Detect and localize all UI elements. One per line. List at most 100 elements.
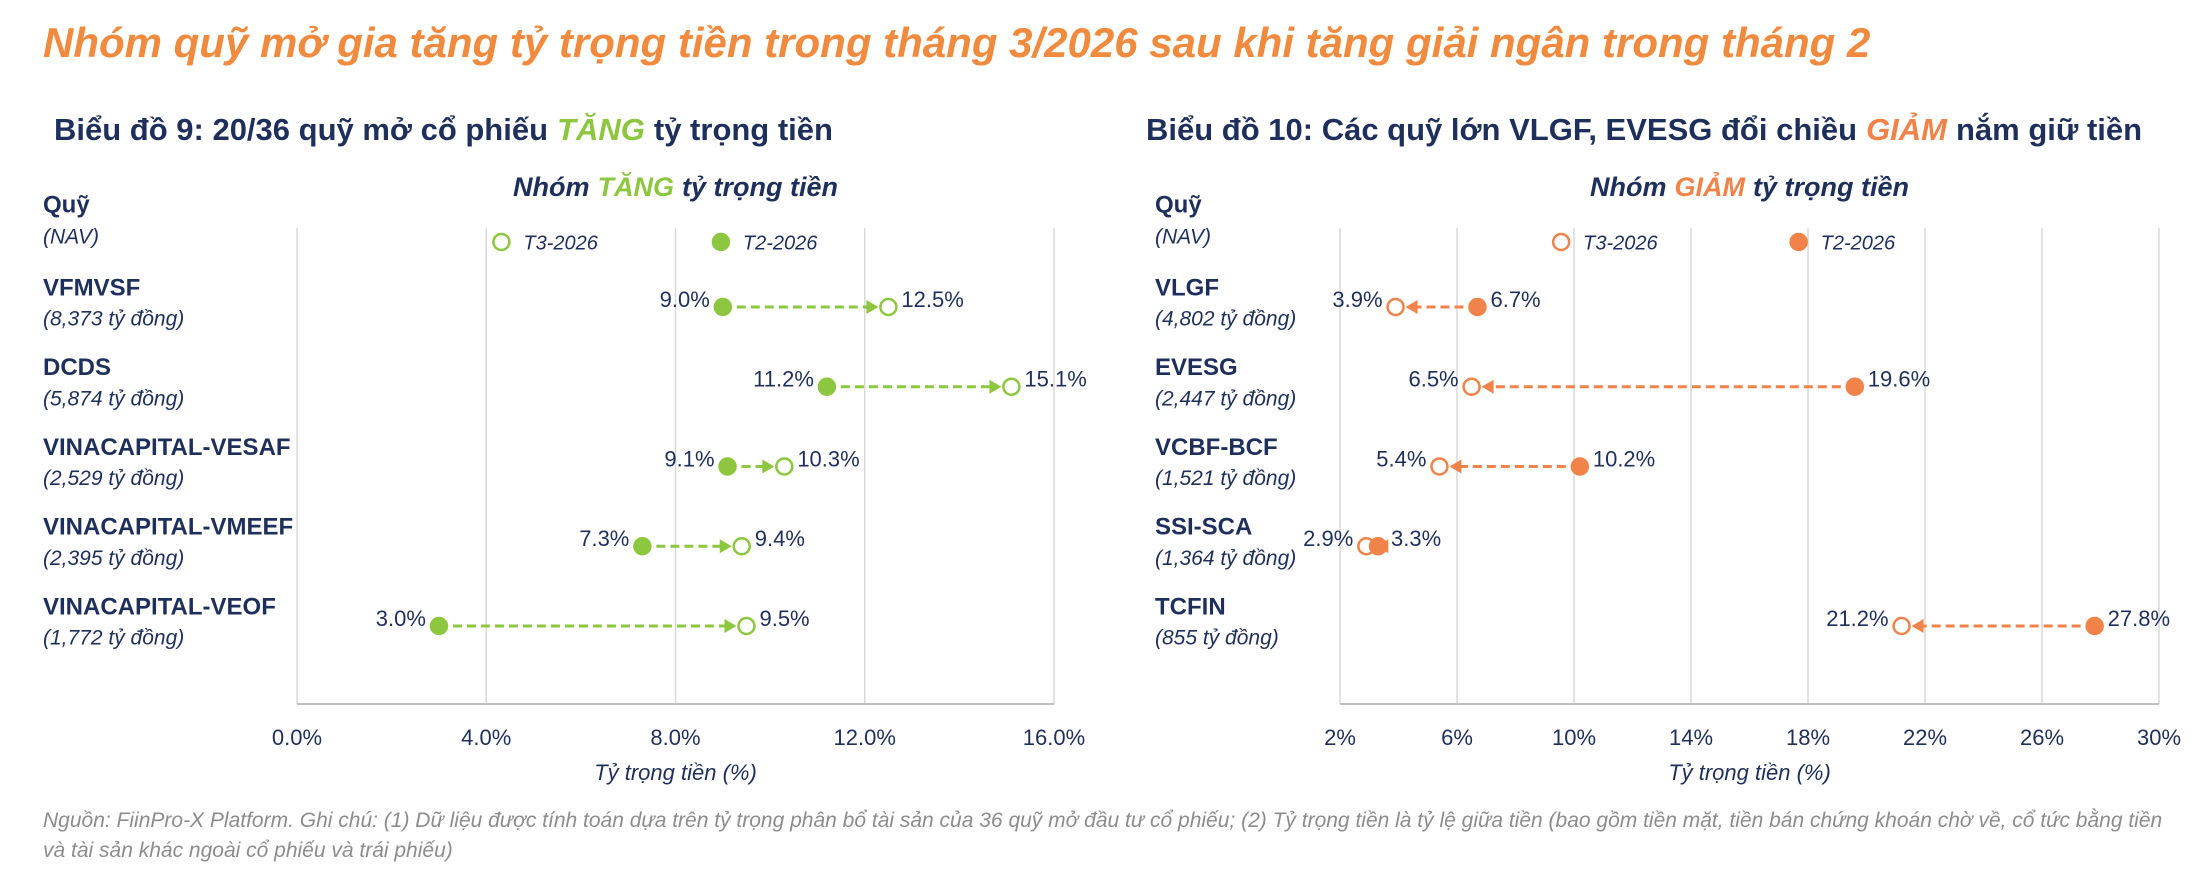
arrow-head — [719, 539, 732, 554]
category-label: VCBF-BCF — [1155, 434, 1278, 461]
dot — [1845, 377, 1865, 396]
category-label: SSI-SCA — [1155, 514, 1252, 541]
category-note: (2,447 tỷ đồng) — [1155, 387, 1296, 410]
value-label: 19.6% — [1868, 367, 1930, 392]
chart-subtitle: Nhóm TĂNG tỷ trọng tiền — [513, 171, 838, 202]
value-label: 21.2% — [1826, 606, 1888, 631]
x-tick-label: 8.0% — [650, 725, 700, 750]
arrow-head — [1481, 379, 1494, 394]
subtitle-part: tỷ trọng tiền — [682, 172, 838, 202]
value-label: 15.1% — [1024, 367, 1086, 392]
x-tick-label: 18% — [1786, 725, 1830, 750]
x-axis-label: Tỷ trọng tiền (%) — [594, 760, 757, 785]
x-tick-label: 12.0% — [834, 725, 896, 750]
value-label: 6.7% — [1490, 287, 1540, 312]
value-label: 3.3% — [1391, 526, 1441, 551]
dot — [633, 537, 652, 556]
title-part: tỷ trọng tiền — [654, 112, 833, 147]
dot — [1002, 377, 1021, 396]
category-label: TCFIN — [1155, 593, 1226, 620]
chart-title: Biểu đồ 9: 20/36 quỹ mở cổ phiếu TĂNG tỷ t… — [54, 112, 833, 147]
value-label: 12.5% — [901, 287, 963, 312]
category-label: EVESG — [1155, 354, 1238, 381]
category-note: (1,772 tỷ đồng) — [43, 627, 184, 650]
category-label: VINACAPITAL-VMEEF — [43, 514, 293, 541]
category-label: DCDS — [43, 354, 111, 381]
subtitle-part: TĂNG — [598, 171, 675, 202]
header-label: Quỹ — [1155, 191, 1202, 218]
dot — [1386, 297, 1405, 317]
value-label: 9.5% — [759, 606, 809, 631]
value-label: 3.9% — [1332, 287, 1382, 312]
x-tick-label: 0.0% — [272, 725, 322, 750]
dot — [1368, 537, 1388, 556]
x-tick-label: 4.0% — [461, 725, 511, 750]
value-label: 10.3% — [797, 446, 859, 471]
legend-marker — [492, 232, 511, 252]
title-part: TĂNG — [557, 112, 645, 147]
arrow-head — [1911, 619, 1924, 633]
subtitle-part: Nhóm — [1590, 172, 1667, 202]
value-label: 9.1% — [664, 446, 714, 471]
value-label: 11.2% — [753, 367, 814, 392]
value-label: 10.2% — [1593, 446, 1655, 471]
category-note: (2,395 tỷ đồng) — [43, 547, 184, 570]
value-label: 3.0% — [376, 606, 426, 631]
x-tick-label: 14% — [1669, 725, 1713, 750]
dot — [1462, 377, 1481, 396]
arrow-head — [724, 619, 737, 633]
value-label: 27.8% — [2108, 606, 2170, 631]
legend-label: T2-2026 — [1821, 232, 1896, 254]
dot — [1468, 297, 1487, 317]
charts: Nhóm quỹ mở gia tăng tỷ trọng tiền trong… — [43, 19, 2181, 785]
title-part: Biểu đồ 9: 20/36 quỹ mở cổ phiếu — [54, 112, 548, 147]
value-label: 9.4% — [755, 526, 805, 551]
legend-marker — [1551, 232, 1571, 252]
x-tick-label: 2% — [1324, 725, 1356, 750]
value-label: 5.4% — [1376, 446, 1426, 471]
category-label: VFMVSF — [43, 274, 140, 301]
category-note: (4,802 tỷ đồng) — [1155, 308, 1296, 331]
value-label: 7.3% — [579, 526, 629, 551]
header-note: (NAV) — [1155, 226, 1211, 249]
arrow-head — [1405, 300, 1418, 314]
category-note: (1,364 tỷ đồng) — [1155, 547, 1296, 570]
category-label: VLGF — [1155, 274, 1219, 301]
arrow-head — [989, 379, 1002, 394]
dot — [718, 457, 737, 476]
category-note: (1,521 tỷ đồng) — [1155, 467, 1296, 490]
category-note: (855 tỷ đồng) — [1155, 627, 1279, 650]
x-axis-label: Tỷ trọng tiền (%) — [1668, 760, 1831, 785]
header-note: (NAV) — [43, 226, 99, 249]
category-note: (8,373 tỷ đồng) — [43, 308, 184, 331]
arrow-head — [866, 300, 879, 314]
header-label: Quỹ — [43, 191, 90, 218]
x-tick-label: 6% — [1441, 725, 1473, 750]
x-tick-label: 30% — [2137, 725, 2181, 750]
category-label: VINACAPITAL-VESAF — [43, 434, 291, 461]
dot — [2085, 616, 2104, 636]
dot — [1430, 457, 1449, 476]
subtitle-part: Nhóm — [513, 172, 590, 202]
dot — [1570, 457, 1590, 476]
chart-title: Biểu đồ 10: Các quỹ lớn VLGF, EVESG đổi … — [1146, 111, 2142, 147]
x-tick-label: 22% — [1903, 725, 1947, 750]
value-label: 2.9% — [1303, 526, 1353, 551]
dot — [817, 377, 837, 396]
footnote: Nguồn: FiinPro-X Platform. Ghi chú: (1) … — [43, 809, 2163, 862]
page-title: Nhóm quỹ mở gia tăng tỷ trọng tiền trong… — [43, 19, 1870, 66]
dot — [732, 537, 751, 556]
x-tick-label: 26% — [2020, 725, 2064, 750]
value-label: 6.5% — [1408, 367, 1458, 392]
legend-label: T2-2026 — [743, 232, 818, 254]
chart-subtitle: Nhóm GIẢM tỷ trọng tiền — [1590, 170, 1909, 202]
category-note: (5,874 tỷ đồng) — [43, 387, 184, 410]
arrow-head — [762, 459, 775, 474]
dot — [737, 616, 756, 636]
value-label: 9.0% — [660, 287, 710, 312]
legend-label: T3-2026 — [523, 232, 598, 254]
dot — [775, 457, 794, 476]
legend-marker — [1789, 232, 1808, 252]
dot — [879, 297, 898, 317]
x-tick-label: 10% — [1552, 725, 1596, 750]
